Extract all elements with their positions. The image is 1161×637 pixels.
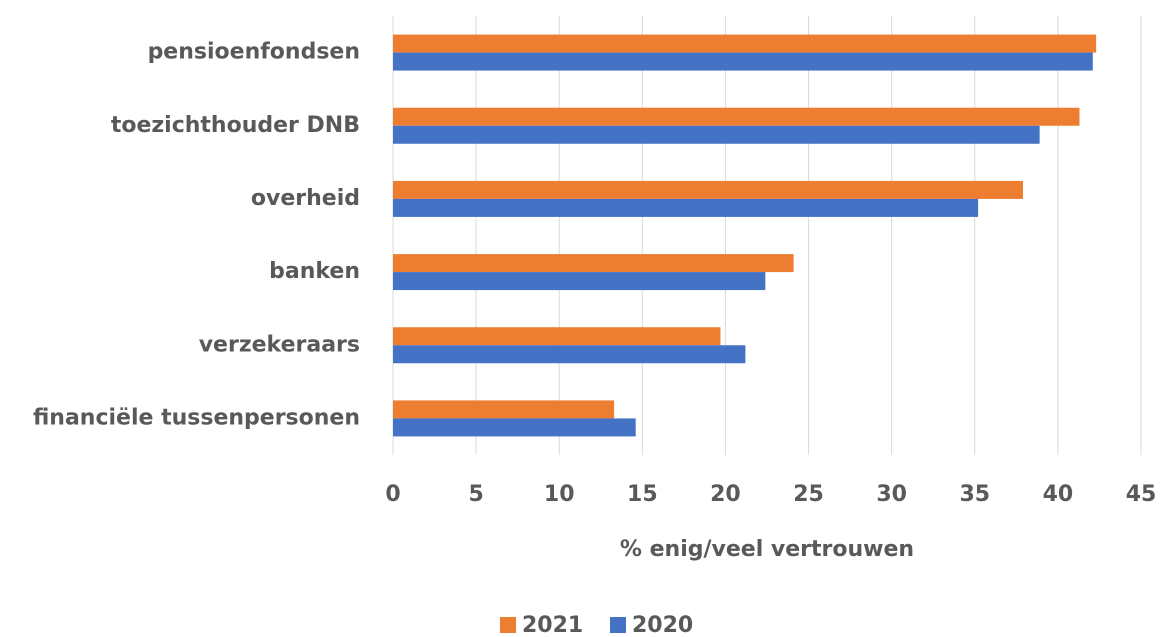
x-tick-label: 15 bbox=[627, 482, 658, 507]
y-tick-label: pensioenfondsen bbox=[148, 40, 360, 65]
bar bbox=[393, 254, 794, 273]
x-tick-label: 20 bbox=[710, 482, 741, 507]
y-tick-label: financiële tussenpersonen bbox=[33, 405, 360, 430]
bar bbox=[393, 52, 1093, 71]
bar bbox=[393, 198, 979, 217]
legend-swatch bbox=[500, 617, 516, 633]
bar bbox=[393, 125, 1040, 144]
y-tick-label: banken bbox=[269, 259, 360, 284]
bar bbox=[393, 400, 615, 419]
bar bbox=[393, 327, 721, 346]
y-tick-label: overheid bbox=[251, 186, 360, 211]
x-tick-label: 0 bbox=[385, 482, 400, 507]
bar bbox=[393, 34, 1097, 53]
x-axis-title: % enig/veel vertrouwen bbox=[620, 537, 914, 562]
y-tick-label: toezichthouder DNB bbox=[111, 113, 360, 138]
bar bbox=[393, 180, 1023, 199]
legend-swatch bbox=[610, 617, 626, 633]
x-tick-label: 25 bbox=[793, 482, 824, 507]
bar bbox=[393, 418, 636, 437]
bar bbox=[393, 345, 746, 364]
legend-label: 2020 bbox=[632, 613, 693, 637]
legend-label: 2021 bbox=[522, 613, 583, 637]
x-tick-label: 45 bbox=[1126, 482, 1157, 507]
y-tick-label: verzekeraars bbox=[199, 332, 360, 357]
x-tick-label: 35 bbox=[959, 482, 990, 507]
x-tick-label: 30 bbox=[876, 482, 907, 507]
bar bbox=[393, 272, 766, 291]
x-tick-label: 5 bbox=[468, 482, 483, 507]
x-tick-label: 40 bbox=[1043, 482, 1074, 507]
x-tick-label: 10 bbox=[544, 482, 575, 507]
bar bbox=[393, 107, 1080, 126]
